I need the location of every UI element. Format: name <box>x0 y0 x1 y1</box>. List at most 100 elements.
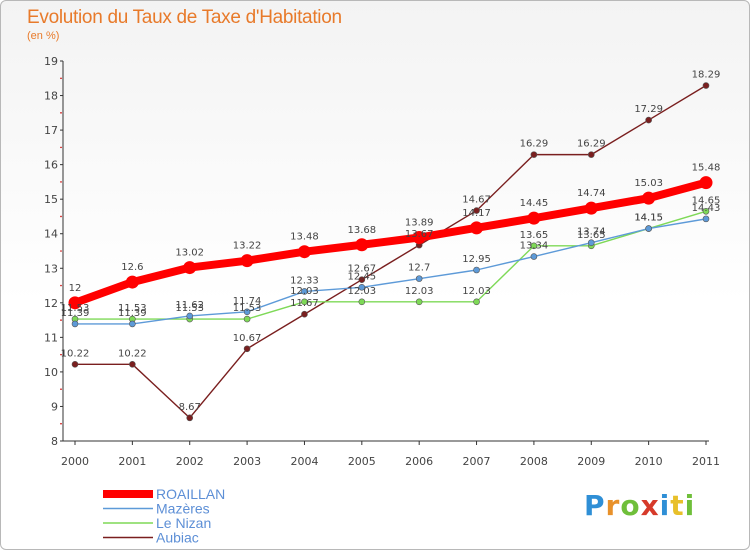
data-point <box>470 221 484 235</box>
data-point <box>473 266 480 274</box>
legend-label: Mazères <box>156 501 210 517</box>
logo-letter: P <box>584 489 606 522</box>
data-point <box>587 151 595 158</box>
data-point <box>645 225 652 232</box>
data-point <box>473 207 480 214</box>
y-tick-label: 12 <box>44 297 58 310</box>
data-label: 13.74 <box>577 227 606 238</box>
legend-label: Le Nizan <box>156 515 211 531</box>
data-point <box>702 215 710 223</box>
y-tick-label: 14 <box>44 228 58 241</box>
data-point <box>702 207 710 215</box>
data-point <box>355 238 369 252</box>
x-tick-label: 2005 <box>348 455 376 468</box>
legend-label: Aubiac <box>156 530 199 546</box>
data-point <box>301 288 308 295</box>
x-tick-label: 2000 <box>61 455 89 468</box>
y-tick-label: 17 <box>44 124 58 137</box>
y-minor-tick <box>60 353 62 356</box>
data-point <box>297 245 311 259</box>
y-tick-label: 16 <box>44 159 58 172</box>
logo-letter: i <box>684 489 696 522</box>
logo-letter: r <box>605 489 621 522</box>
data-point <box>129 320 136 328</box>
y-minor-tick <box>60 77 62 80</box>
data-label: 17.29 <box>634 104 663 115</box>
x-tick-label: 2007 <box>463 455 491 468</box>
y-minor-tick <box>60 319 62 321</box>
y-minor-tick <box>60 388 62 390</box>
data-label: 11.53 <box>233 303 262 314</box>
data-point <box>301 310 308 318</box>
data-label: 12.6 <box>121 262 143 273</box>
data-label: 13.22 <box>233 241 262 252</box>
y-minor-tick <box>60 284 62 287</box>
data-label: 14.43 <box>692 203 721 214</box>
data-label: 14.15 <box>634 213 663 224</box>
data-point <box>530 253 538 260</box>
data-label: 12.33 <box>290 275 319 286</box>
data-label: 12.95 <box>462 254 491 265</box>
data-label: 12.03 <box>290 286 319 297</box>
data-label: 13.02 <box>175 248 204 259</box>
series-line-2 <box>75 210 707 320</box>
series-line-3 <box>75 84 707 419</box>
data-label: 18.29 <box>692 70 721 81</box>
data-point <box>129 361 136 368</box>
data-label: 13.65 <box>520 230 549 241</box>
data-labels: 12 12.6 13.02 13.22 13.48 13.68 13.89 14.17 14.4… <box>61 70 721 413</box>
data-point <box>358 276 366 283</box>
data-point <box>243 345 251 353</box>
logo-letter: i <box>659 489 671 522</box>
data-label: 12.45 <box>347 271 376 282</box>
data-point <box>240 254 254 268</box>
x-tick-label: 2001 <box>118 455 146 468</box>
data-label: 16.29 <box>520 139 549 150</box>
data-label: 11.74 <box>233 296 262 307</box>
data-label: 11.53 <box>61 303 90 314</box>
y-minor-tick <box>60 422 62 425</box>
data-label: 14.15 <box>634 213 663 224</box>
y-tick-label: 9 <box>51 400 58 413</box>
data-label: 13.65 <box>577 230 606 241</box>
data-point <box>530 242 538 250</box>
data-point <box>530 151 538 158</box>
data-label: 14.74 <box>577 188 606 199</box>
y-minor-tick <box>60 112 62 114</box>
data-point <box>587 239 595 247</box>
data-point <box>702 82 710 89</box>
data-label: 11.67 <box>290 298 319 309</box>
series-line-1 <box>75 218 707 325</box>
series-line-0 <box>73 178 708 307</box>
data-label: 14.45 <box>520 198 549 209</box>
data-label: 8.67 <box>179 402 201 413</box>
x-tick-label: 2008 <box>520 455 548 468</box>
y-minor-tick <box>60 146 62 149</box>
data-point <box>71 361 79 368</box>
data-label: 14.65 <box>692 195 721 206</box>
data-label: 13.89 <box>405 218 434 229</box>
y-tick-label: 10 <box>44 366 58 379</box>
proxiti-logo: Proxiti <box>584 489 695 522</box>
data-label: 13.34 <box>520 241 549 252</box>
data-label: 10.22 <box>118 348 147 359</box>
series-lines <box>68 82 713 422</box>
data-label: 14.17 <box>462 208 491 219</box>
x-tick-label: 2011 <box>692 455 720 468</box>
data-label: 15.03 <box>634 178 663 189</box>
y-tick-label: 19 <box>44 55 58 68</box>
y-tick-label: 15 <box>44 193 58 206</box>
data-point <box>183 261 197 275</box>
y-minor-tick <box>60 250 62 252</box>
chart-title: Evolution du Taux de Taxe d'Habitation <box>27 7 342 28</box>
data-label: 16.29 <box>577 139 606 150</box>
data-point <box>186 414 194 422</box>
x-tick-label: 2004 <box>290 455 318 468</box>
x-tick-label: 2003 <box>233 455 261 468</box>
data-point <box>699 176 713 190</box>
x-tick-label: 2006 <box>405 455 433 468</box>
data-point <box>412 231 426 245</box>
data-label: 13.68 <box>347 225 376 236</box>
